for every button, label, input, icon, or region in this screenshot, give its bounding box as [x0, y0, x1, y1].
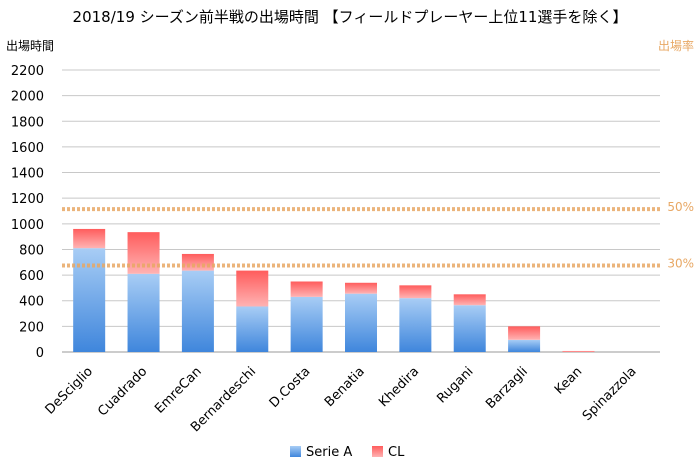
x-tick-label: Rugani: [434, 364, 476, 406]
reference-line-label: 30%: [667, 256, 694, 270]
x-tick-label: EmreCan: [152, 364, 204, 416]
cl-bar-kean: [562, 350, 595, 352]
y-axis-ticks: 0 200 400 600 800 1000 1200 1400 1600 1800 2000 220…: [11, 64, 44, 361]
cl-bar-barzagli: [508, 326, 541, 340]
x-tick-label: DeSciglio: [43, 364, 96, 417]
cl-bar-emrecan: [181, 253, 214, 271]
y-axis-label-right: 出場率: [658, 38, 694, 53]
x-tick-label: Benatia: [322, 364, 368, 410]
y-tick-label: 600: [19, 269, 44, 284]
serie-a-bar-barzagli: [508, 339, 541, 352]
y-tick-label: 1600: [11, 141, 44, 156]
x-tick-label: Cuadrado: [95, 364, 150, 419]
y-tick-label: 2000: [11, 90, 44, 105]
reference-line-label: 50%: [667, 200, 694, 214]
serie-a-bar-rugani: [453, 305, 486, 352]
serie-a-bar-emrecan: [181, 270, 214, 352]
cl-bar-cuadrado: [127, 232, 160, 274]
chart-title: 2018/19 シーズン前半戦の出場時間 【フィールドプレーヤー上位11選手を除…: [73, 8, 628, 26]
y-tick-label: 400: [19, 295, 44, 310]
cl-bar-benatia: [345, 282, 377, 294]
legend-swatch: [372, 446, 383, 457]
x-tick-label: Khedira: [376, 364, 422, 410]
y-tick-label: 2200: [11, 64, 44, 79]
y-tick-label: 200: [19, 320, 44, 335]
y-tick-label: 1400: [11, 167, 44, 182]
legend-label: CL: [388, 445, 405, 460]
cl-bar-bernardeschi: [236, 270, 269, 307]
x-tick-label: Spinazzola: [580, 364, 640, 424]
serie-a-bar-bernardeschi: [236, 306, 269, 352]
x-tick-label: Kean: [552, 364, 585, 397]
cl-bar-rugani: [453, 294, 486, 306]
cl-bar-desciglio: [73, 228, 106, 249]
cl-bar-dcosta: [290, 281, 323, 297]
cl-bar-khedira: [399, 285, 432, 299]
y-tick-label: 1000: [11, 218, 44, 233]
serie-a-bar-dcosta: [290, 296, 323, 352]
y-axis-label: 出場時間: [6, 39, 54, 53]
gridlines: [62, 69, 660, 353]
serie-a-bar-benatia: [345, 293, 377, 352]
y-tick-label: 1200: [11, 192, 44, 207]
y-tick-label: 800: [19, 243, 44, 258]
legend: Serie A CL: [290, 445, 405, 460]
reference-lines: 50% 30%: [62, 200, 694, 270]
y-tick-label: 1800: [11, 115, 44, 130]
y-tick-label: 0: [36, 346, 44, 361]
legend-swatch: [290, 446, 301, 457]
legend-label: Serie A: [306, 445, 352, 460]
serie-a-bar-cuadrado: [127, 273, 160, 352]
bars: [73, 228, 595, 352]
x-tick-label: Barzagli: [483, 364, 531, 412]
x-tick-label: D.Costa: [267, 364, 314, 411]
serie-a-bar-khedira: [399, 298, 432, 352]
